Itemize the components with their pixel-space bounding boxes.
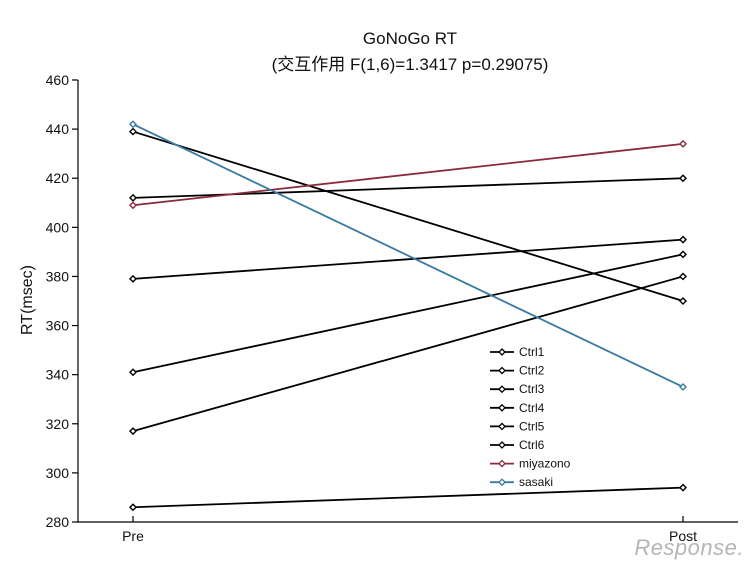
data-point [679,139,687,148]
series-ctrl6 [129,483,687,512]
data-point [129,274,137,283]
legend-marker [498,422,506,431]
legend-item: miyazono [490,457,571,471]
legend-label: sasaki [519,475,553,489]
legend-marker [498,441,506,449]
legend-label: Ctrl6 [519,438,545,452]
series-line [132,238,684,280]
data-point [679,272,687,281]
series-line [132,130,684,302]
y-tick-label: 440 [46,121,70,137]
series-sasaki [129,120,687,391]
legend-item: Ctrl4 [490,401,545,415]
y-tick-label: 380 [46,268,70,284]
chart-subtitle: (交互作用 F(1,6)=1.3417 p=0.29075) [272,55,549,74]
series-line [132,123,684,388]
legend-label: miyazono [519,457,571,471]
y-tick-label: 340 [46,367,70,383]
data-point [679,483,687,492]
series-line [132,486,684,509]
series-ctrl1 [129,127,687,305]
series-line [132,253,684,374]
legend-marker [498,478,506,487]
x-tick-label: Pre [122,528,144,544]
legend-item: Ctrl5 [490,419,545,433]
y-tick-label: 460 [46,72,70,88]
legend-marker [498,459,506,468]
legend-label: Ctrl1 [519,345,545,359]
legend-marker [498,403,506,412]
y-tick-label: 360 [46,318,70,334]
data-point [129,201,137,210]
data-point [679,235,687,244]
legend-marker [498,348,506,356]
legend-label: Ctrl5 [519,419,545,433]
series-miyazono [129,139,687,210]
x-ticks: Pre Post [122,516,697,544]
legend-item: Ctrl1 [490,345,545,359]
data-point [129,503,137,512]
data-point [679,297,687,305]
series-ctrl3 [129,235,687,283]
axes [77,80,738,523]
data-point [129,368,137,377]
series-line [132,142,684,207]
legend-marker [498,385,506,394]
y-ticks: 280 300 320 340 360 380 400 420 440 460 [46,72,78,530]
chart-title: GoNoGo RT [363,29,457,48]
y-tick-label: 280 [46,514,70,530]
watermark: Response. [634,535,744,560]
legend-item: Ctrl6 [490,438,545,452]
data-point [679,250,687,259]
x-tick-label: Post [669,528,697,544]
series-ctrl5 [129,272,687,436]
legend-label: Ctrl3 [519,382,545,396]
y-axis-label: RT(msec) [19,265,36,335]
data-point [679,174,687,183]
legend-label: Ctrl2 [519,364,545,378]
series-line [132,275,684,433]
legend-label: Ctrl4 [519,401,545,415]
y-tick-label: 420 [46,170,70,186]
legend: Ctrl1 Ctrl2 Ctrl3 Ctrl4 Ctrl5 Ctrl6 miyazono sa… [490,345,571,489]
legend-item: Ctrl3 [490,382,545,396]
data-point [129,427,137,436]
y-tick-label: 400 [46,219,70,235]
data-point [129,127,137,136]
legend-item: Ctrl2 [490,364,545,378]
series-ctrl4 [129,250,687,377]
data-point [129,193,137,202]
y-tick-label: 300 [46,465,70,481]
y-tick-label: 320 [46,416,70,432]
axis-frame [77,80,738,523]
legend-item: sasaki [490,475,553,489]
data-point [129,120,137,129]
series-line [132,177,684,199]
series-group [129,120,687,512]
data-point [679,382,687,391]
legend-marker [498,366,506,375]
